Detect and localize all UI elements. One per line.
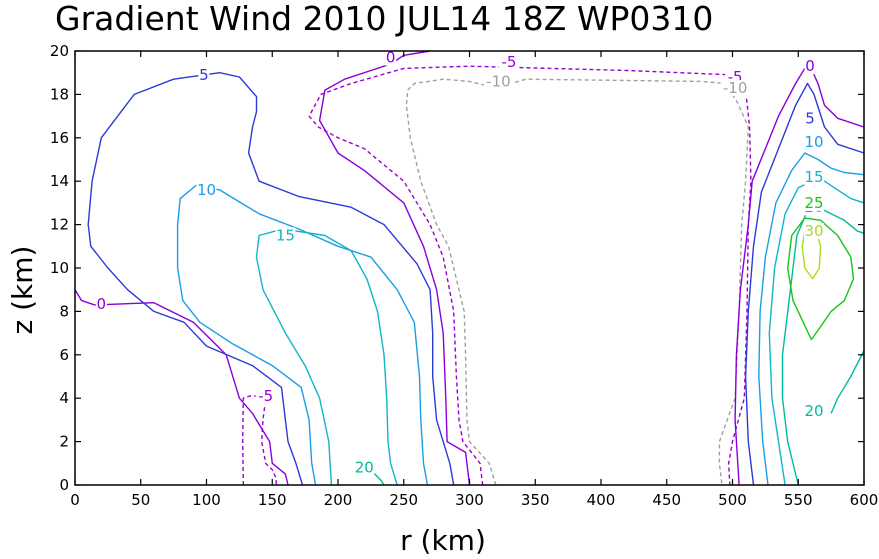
y-tick-label: 2 (59, 433, 69, 451)
y-tick-label: 20 (50, 42, 69, 60)
contour-label-bg (198, 66, 210, 83)
y-tick-label: 12 (50, 216, 69, 234)
contour-label-bg (804, 223, 825, 240)
contour-label-bg (354, 459, 375, 476)
contour-c15-line-2 (768, 180, 865, 486)
contour-m5-line-1 (242, 395, 277, 486)
x-tick-label: 600 (850, 491, 879, 509)
contour-m10-line-1 (405, 78, 749, 486)
contour-label-bg (804, 58, 816, 75)
contour-label-bg (498, 53, 519, 70)
x-tick-label: 300 (455, 491, 484, 509)
contour-label-bg (720, 79, 750, 96)
y-tick-label: 4 (59, 389, 69, 407)
contour-label: 10 (197, 181, 216, 199)
contour-c0-line-3 (734, 65, 865, 486)
contour-c5-line-1 (87, 72, 455, 486)
x-tick-label: 450 (652, 491, 681, 509)
contour-label: 10 (804, 133, 823, 151)
x-tick-label: 100 (192, 491, 221, 509)
contour-label: 20 (804, 402, 823, 420)
x-tick-label: 50 (131, 491, 150, 509)
x-tick-label: 200 (324, 491, 353, 509)
contour-c20-line-2 (781, 206, 865, 486)
contour-label: 25 (804, 194, 823, 212)
x-axis: 0 50 100 150 200 250 300 350 400 450 500 550 600 (70, 51, 878, 509)
contour-c0-line-1 (74, 289, 289, 486)
chart-title: Gradient Wind 2010 JUL14 18Z WP0310 (55, 0, 713, 38)
contour-label: -10 (723, 79, 748, 97)
contour-label-bg (804, 194, 825, 211)
contour-c0-line-2 (318, 50, 471, 486)
x-tick-label: 550 (784, 491, 813, 509)
y-axis-title: z (km) (6, 246, 39, 335)
x-tick-label: 150 (258, 491, 287, 509)
contour-label-bg (804, 110, 816, 127)
y-axis: 0 2 4 6 8 10 12 14 16 18 20 (50, 42, 864, 494)
y-tick-label: 0 (59, 476, 69, 494)
contour-label-bg (483, 73, 513, 90)
y-tick-label: 16 (50, 129, 69, 147)
x-axis-title: r (km) (400, 524, 486, 557)
contour-label: 20 (355, 459, 374, 477)
contour-c25-line-1 (787, 217, 855, 341)
x-tick-label: 250 (389, 491, 418, 509)
contour-label: 0 (97, 295, 107, 313)
contour-label: -10 (486, 72, 511, 90)
x-tick-label: 0 (70, 491, 80, 509)
y-tick-label: 18 (50, 85, 69, 103)
x-tick-label: 350 (521, 491, 550, 509)
contour-lines (74, 50, 865, 486)
x-tick-label: 400 (587, 491, 616, 509)
contour-label: 0 (386, 49, 396, 67)
contour-label-bg (804, 134, 825, 151)
y-tick-label: 14 (50, 172, 69, 190)
contour-label-bg (196, 181, 217, 198)
contour-label: -5 (501, 53, 516, 71)
y-tick-label: 10 (50, 259, 69, 277)
contour-c5-line-2 (744, 82, 865, 486)
x-tick-label: 500 (718, 491, 747, 509)
contour-c15-line-1 (255, 228, 398, 486)
contour-label: 5 (199, 66, 209, 84)
contour-label-bg (95, 295, 107, 312)
contour-label-bg (255, 388, 276, 405)
contour-label-bg (804, 168, 825, 185)
contour-label: 5 (805, 109, 815, 127)
contour-m5-line-2 (308, 65, 752, 486)
contour-c10-line-1 (176, 184, 429, 486)
y-tick-label: 6 (59, 346, 69, 364)
contour-c20-line-3 (830, 350, 865, 414)
contour-label: 15 (804, 168, 823, 186)
contour-c10-line-2 (758, 152, 865, 486)
contour-label-bg (275, 227, 296, 244)
contour-label: -5 (258, 387, 273, 405)
contour-label-bg (804, 403, 825, 420)
plot-frame (74, 50, 865, 486)
contour-label: 30 (804, 222, 823, 240)
contour-label: 0 (805, 57, 815, 75)
contour-label-bg (385, 49, 397, 66)
y-tick-label: 8 (59, 302, 69, 320)
contour-label: 15 (276, 226, 295, 244)
